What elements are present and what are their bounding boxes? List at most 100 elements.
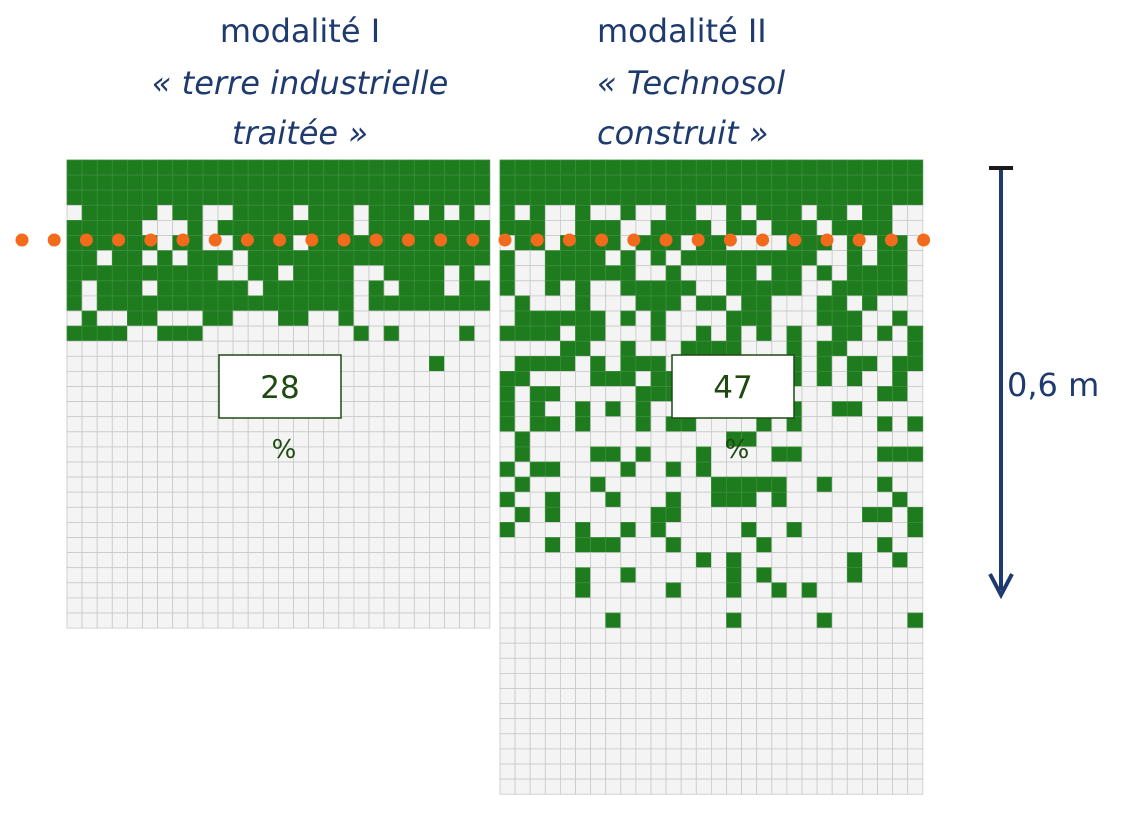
soil-cell [262, 567, 279, 584]
soil-cell [413, 582, 430, 599]
soil-cell [142, 567, 159, 584]
soil-cell [544, 673, 561, 689]
soil-cell [293, 416, 310, 433]
root-cell [338, 204, 355, 221]
soil-cell [680, 431, 697, 448]
soil-cell [323, 491, 340, 508]
soil-cell [217, 537, 234, 554]
soil-cell [635, 673, 652, 689]
root-cell [172, 265, 189, 282]
root-cell [560, 265, 576, 282]
soil-cell [262, 491, 279, 508]
soil-cell [862, 642, 878, 659]
soil-cell [217, 491, 234, 508]
soil-cell [499, 657, 516, 674]
soil-cell [81, 597, 98, 614]
soil-cell [695, 265, 712, 282]
root-cell [232, 295, 249, 312]
soil-cell [544, 597, 561, 614]
soil-cell [157, 446, 174, 463]
soil-cell [680, 718, 697, 735]
soil-cell [111, 612, 128, 629]
root-cell [217, 295, 234, 312]
root-cell [711, 235, 727, 252]
soil-cell [459, 597, 476, 614]
soil-cell [695, 522, 712, 538]
root-cell [756, 280, 773, 297]
soil-cell [187, 612, 204, 629]
soil-cell [741, 612, 758, 629]
soil-cell [444, 506, 461, 523]
root-cell [444, 219, 461, 236]
soil-cell [544, 657, 561, 674]
soil-cell [711, 627, 727, 644]
root-cell [459, 204, 476, 221]
panel-title: modalité I [220, 12, 380, 50]
soil-cell [544, 612, 561, 629]
soil-cell [756, 597, 773, 614]
soil-cell [308, 552, 325, 569]
soil-cell [247, 491, 264, 508]
soil-cell [695, 416, 712, 433]
root-cell [308, 159, 325, 176]
soil-cell [277, 265, 294, 282]
soil-cell [111, 446, 128, 463]
root-cell [650, 310, 667, 327]
soil-cell [665, 431, 682, 448]
soil-cell [398, 386, 415, 403]
soil-cell [529, 476, 546, 493]
dot [884, 233, 898, 247]
root-cell [217, 310, 234, 327]
root-cell [680, 340, 697, 357]
soil-cell [142, 446, 159, 463]
root-cell [81, 250, 98, 267]
soil-cell [338, 522, 355, 538]
soil-cell [665, 612, 682, 629]
root-cell [786, 522, 803, 538]
dotted-line [15, 233, 931, 247]
soil-cell [560, 506, 576, 523]
soil-cell [514, 582, 531, 599]
root-cell [756, 567, 773, 584]
root-cell [575, 567, 592, 584]
soil-cell [680, 612, 697, 629]
root-cell [907, 159, 924, 176]
soil-cell [665, 552, 682, 569]
root-cell [127, 219, 143, 236]
soil-cell [368, 370, 385, 387]
soil-cell [831, 627, 848, 644]
root-cell [544, 325, 561, 342]
soil-cell [877, 642, 894, 659]
soil-cell [846, 703, 863, 720]
root-cell [187, 325, 204, 342]
soil-cell [741, 642, 758, 659]
soil-cell [499, 582, 516, 599]
soil-cell [529, 370, 546, 387]
soil-cell [816, 219, 833, 236]
soil-cell [711, 688, 727, 705]
root-cell [741, 295, 758, 312]
root-cell [590, 370, 607, 387]
soil-cell [323, 597, 340, 614]
soil-cell [499, 537, 516, 554]
soil-cell [293, 612, 310, 629]
root-cell [383, 174, 400, 191]
soil-cell [262, 416, 279, 433]
soil-cell [514, 340, 531, 357]
unit: % [272, 435, 297, 465]
root-cell [338, 250, 355, 267]
soil-cell [620, 673, 637, 689]
root-cell [695, 219, 712, 236]
soil-cell [308, 537, 325, 554]
root-cell [308, 265, 325, 282]
soil-cell [907, 567, 924, 584]
soil-cell [111, 401, 128, 418]
soil-cell [413, 612, 430, 629]
soil-cell [846, 612, 863, 629]
soil-cell [247, 522, 264, 538]
soil-cell [575, 673, 592, 689]
root-cell [247, 265, 264, 282]
soil-cell [711, 733, 727, 750]
soil-cell [771, 778, 788, 795]
root-cell [81, 189, 98, 206]
